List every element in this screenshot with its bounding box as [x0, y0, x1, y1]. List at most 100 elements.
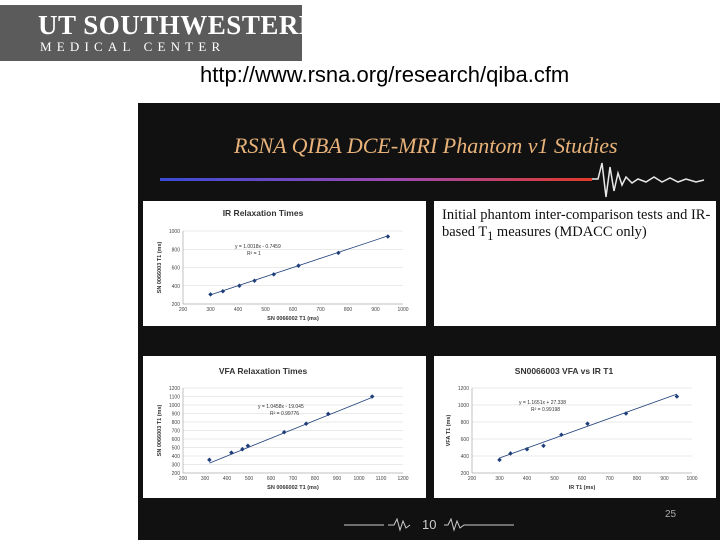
data-point — [208, 292, 213, 297]
trend-equation: y = 1.0018x - 0.7459 — [235, 244, 281, 250]
y-axis-label: VFA T1 (ms) — [446, 415, 452, 447]
y-tick-label: 400 — [172, 284, 181, 290]
x-axis-label: SN 0066002 T1 (ms) — [267, 485, 319, 491]
x-tick-label: 400 — [523, 476, 532, 482]
r-squared: R² = 0.99776 — [270, 411, 299, 417]
y-tick-label: 200 — [172, 302, 181, 308]
x-tick-label: 200 — [179, 476, 188, 482]
x-tick-label: 900 — [660, 476, 669, 482]
source-url: http://www.rsna.org/research/qiba.cfm — [200, 62, 570, 87]
y-tick-label: 400 — [461, 454, 470, 460]
y-tick-label: 1000 — [458, 403, 469, 409]
x-tick-label: 700 — [605, 476, 614, 482]
ir-chart-panel: IR Relaxation Times 200 400 600 800 1000 200 30… — [143, 201, 426, 326]
chart-vfa-vs-ir: SN0066003 VFA vs IR T1 200 400 600 800 1000 12… — [446, 366, 698, 491]
x-tick-label: 800 — [311, 476, 320, 482]
x-tick-label: 900 — [333, 476, 342, 482]
logo-line-1: UT SOUTHWESTERN — [38, 10, 319, 40]
chart-ir: IR Relaxation Times 200 400 600 800 1000 200 30… — [157, 208, 409, 322]
chart-vfa: VFA Relaxation Times 200 300 400 500 600 700 80… — [157, 366, 409, 491]
x-tick-label: 400 — [223, 476, 232, 482]
x-tick-label: 800 — [344, 307, 353, 313]
trend-equation: y = 1.1651x + 27.338 — [519, 400, 566, 406]
vfa-ir-chart-panel: SN0066003 VFA vs IR T1 200 400 600 800 1000 12… — [434, 356, 716, 498]
x-tick-label: 500 — [261, 307, 270, 313]
data-point — [559, 432, 564, 438]
r-squared: R² = 0.99198 — [531, 407, 560, 413]
y-tick-label: 1200 — [169, 386, 180, 392]
y-tick-label: 800 — [172, 247, 181, 253]
slide-number: 25 — [665, 509, 677, 520]
x-tick-label: 1000 — [686, 476, 697, 482]
data-point — [237, 283, 242, 289]
x-tick-label: 500 — [550, 476, 559, 482]
x-axis-label: IR T1 (ms) — [569, 485, 596, 491]
y-tick-label: 900 — [172, 412, 181, 418]
data-point — [508, 451, 513, 456]
vfa-chart-panel: VFA Relaxation Times 200 300 400 500 600 700 80… — [143, 356, 426, 498]
trend-equation: y = 1.0458x - 19.045 — [258, 404, 304, 410]
gradient-stripe — [160, 178, 592, 181]
embedded-slide: RSNA QIBA DCE-MRI Phantom v1 Studies IR … — [138, 103, 720, 540]
chart-title: SN0066003 VFA vs IR T1 — [515, 366, 614, 376]
x-tick-label: 1000 — [397, 307, 408, 313]
data-point — [336, 250, 341, 256]
ut-southwestern-logo: UT SOUTHWESTERN MEDICAL CENTER — [0, 5, 318, 61]
y-tick-label: 1100 — [169, 395, 180, 401]
y-tick-label: 200 — [172, 471, 181, 477]
slide-title: RSNA QIBA DCE-MRI Phantom v1 Studies — [234, 133, 618, 158]
y-tick-label: 800 — [172, 420, 181, 426]
y-axis-label: SN 0066003 T1 (ms) — [157, 242, 163, 294]
x-tick-label: 200 — [468, 476, 477, 482]
chart-title: IR Relaxation Times — [223, 208, 304, 218]
data-point — [240, 446, 245, 452]
y-tick-label: 600 — [172, 266, 181, 272]
data-point — [271, 272, 277, 277]
y-tick-label: 1000 — [169, 403, 180, 409]
x-tick-label: 300 — [495, 476, 504, 482]
data-point — [245, 443, 251, 449]
y-tick-label: 600 — [172, 437, 181, 443]
data-point — [207, 457, 212, 463]
y-tick-label: 700 — [172, 429, 181, 435]
x-tick-label: 1200 — [397, 476, 408, 482]
x-axis-label: SN 0066002 T1 (ms) — [267, 316, 319, 322]
x-tick-label: 1100 — [376, 476, 387, 482]
waveform-line — [592, 162, 705, 198]
y-tick-label: 500 — [172, 446, 181, 452]
x-tick-label: 900 — [371, 307, 380, 313]
data-point — [229, 450, 234, 455]
data-point — [674, 394, 680, 399]
x-tick-label: 700 — [289, 476, 298, 482]
data-point — [220, 288, 226, 294]
x-tick-label: 700 — [316, 307, 325, 313]
x-tick-label: 600 — [289, 307, 298, 313]
x-tick-label: 400 — [234, 307, 243, 313]
y-tick-label: 300 — [172, 463, 181, 469]
x-tick-label: 300 — [201, 476, 210, 482]
trendline — [209, 396, 373, 464]
data-point — [497, 457, 502, 463]
y-tick-label: 400 — [172, 454, 181, 460]
x-tick-label: 500 — [245, 476, 254, 482]
y-tick-label: 1000 — [169, 229, 180, 235]
y-axis-label: SN 0066003 T1 (ms) — [157, 405, 163, 457]
footer-waveform: 10 — [344, 517, 514, 532]
data-point — [541, 443, 546, 449]
y-tick-label: 800 — [461, 420, 470, 426]
x-tick-label: 1000 — [353, 476, 364, 482]
x-tick-label: 800 — [633, 476, 642, 482]
slide-description: Initial phantom inter-comparison tests a… — [442, 207, 711, 243]
x-tick-label: 600 — [578, 476, 587, 482]
data-point — [585, 421, 590, 426]
waveform-band — [160, 162, 705, 198]
footer-number: 10 — [422, 517, 436, 532]
text-panel — [434, 201, 716, 326]
chart-title: VFA Relaxation Times — [219, 366, 308, 376]
y-tick-label: 600 — [461, 437, 470, 443]
r-squared: R² = 1 — [247, 251, 261, 257]
x-tick-label: 600 — [267, 476, 276, 482]
data-point — [524, 446, 530, 452]
data-point — [385, 234, 391, 239]
x-tick-label: 200 — [179, 307, 188, 313]
